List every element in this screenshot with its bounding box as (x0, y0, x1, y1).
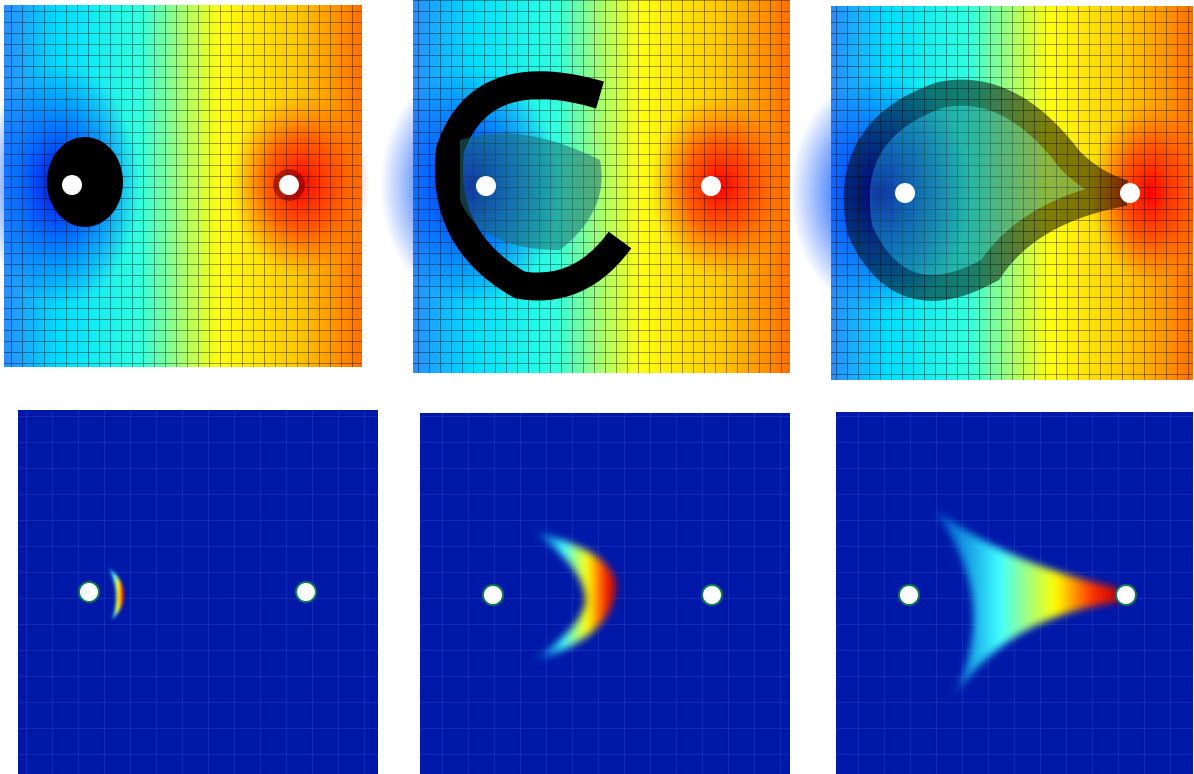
panel-top-1 (0, 5, 370, 367)
panel-top-3 (790, 6, 1194, 380)
panel-bottom-2 (420, 413, 790, 774)
panel-bottom-1 (18, 410, 378, 774)
panel-bottom-3 (836, 412, 1193, 774)
panel-top-2 (380, 0, 790, 373)
